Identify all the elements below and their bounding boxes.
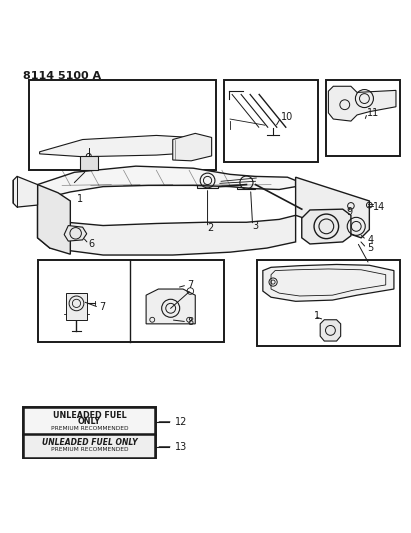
Polygon shape <box>64 225 87 241</box>
Text: 10: 10 <box>281 112 293 122</box>
Polygon shape <box>296 177 369 238</box>
Bar <box>29 80 216 170</box>
Text: PREMIUM RECOMMENDED: PREMIUM RECOMMENDED <box>51 426 128 431</box>
Polygon shape <box>328 86 396 121</box>
Text: 2: 2 <box>208 223 214 232</box>
Polygon shape <box>37 205 296 255</box>
Polygon shape <box>37 184 70 254</box>
Bar <box>66 293 87 320</box>
Bar <box>23 407 156 435</box>
Bar <box>37 260 224 342</box>
Text: UNLEADED FUEL: UNLEADED FUEL <box>53 411 127 420</box>
Text: 3: 3 <box>253 221 259 231</box>
Bar <box>197 173 218 188</box>
Text: 7: 7 <box>187 280 193 290</box>
Bar <box>238 176 256 189</box>
Polygon shape <box>146 289 195 324</box>
Bar <box>24 408 155 434</box>
Polygon shape <box>173 133 212 161</box>
Text: 9: 9 <box>347 207 353 217</box>
Text: 12: 12 <box>175 417 187 427</box>
Bar <box>326 80 400 156</box>
Text: 11: 11 <box>367 108 379 118</box>
Text: 8: 8 <box>187 317 193 327</box>
Text: 13: 13 <box>175 442 187 452</box>
Polygon shape <box>39 135 206 157</box>
Text: 1: 1 <box>314 311 320 321</box>
Text: 7: 7 <box>99 302 105 312</box>
Polygon shape <box>302 209 351 244</box>
Polygon shape <box>37 166 296 205</box>
Text: 14: 14 <box>374 202 386 212</box>
Text: ONLY: ONLY <box>78 417 101 426</box>
Polygon shape <box>320 320 341 341</box>
Bar <box>257 260 400 346</box>
Bar <box>80 156 98 170</box>
Bar <box>24 435 155 458</box>
Polygon shape <box>263 264 394 301</box>
Text: 4: 4 <box>367 235 374 245</box>
Bar <box>308 282 328 294</box>
Text: 8114 5100 A: 8114 5100 A <box>23 71 102 80</box>
Polygon shape <box>13 176 37 207</box>
Text: PREMIUM RECOMMENDED: PREMIUM RECOMMENDED <box>51 447 128 452</box>
Text: 1: 1 <box>76 194 83 204</box>
Bar <box>23 435 156 458</box>
Text: 6: 6 <box>89 239 95 249</box>
Bar <box>224 80 318 162</box>
Text: UNLEADED FUEL ONLY: UNLEADED FUEL ONLY <box>42 438 137 447</box>
Text: 5: 5 <box>367 243 374 253</box>
